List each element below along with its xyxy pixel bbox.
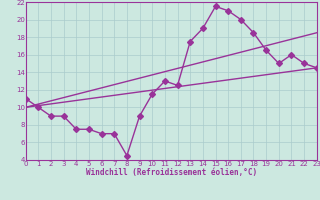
X-axis label: Windchill (Refroidissement éolien,°C): Windchill (Refroidissement éolien,°C) xyxy=(86,168,257,177)
